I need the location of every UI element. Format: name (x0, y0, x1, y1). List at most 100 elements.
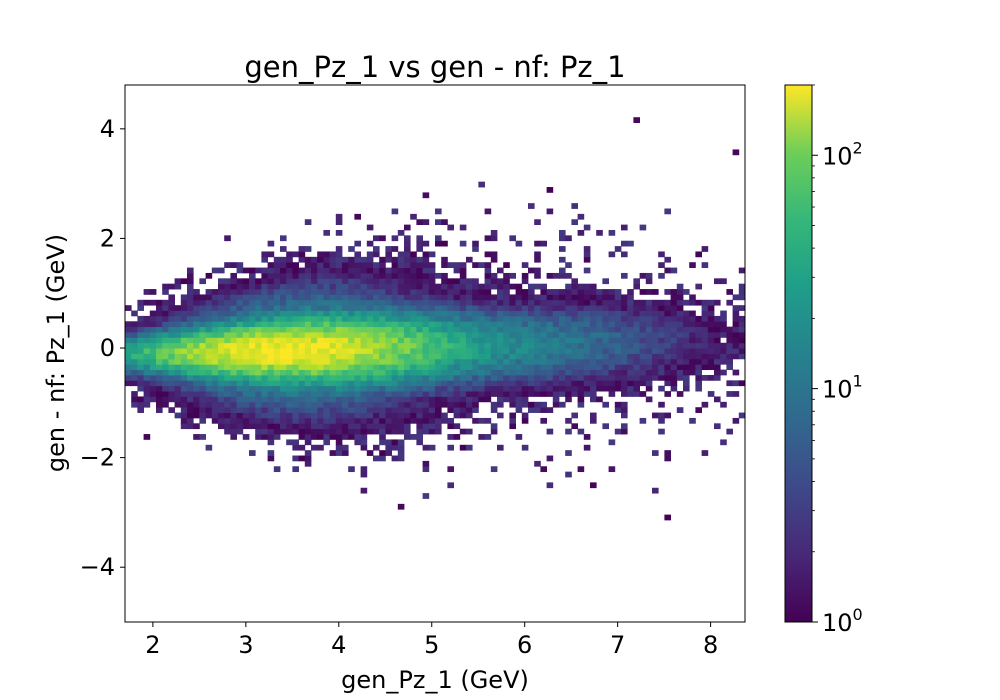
heatmap-cell (404, 305, 411, 311)
heatmap-cell (552, 385, 560, 392)
heatmap-cell (466, 256, 473, 263)
heatmap-cell (664, 326, 671, 333)
heatmap-cell (335, 412, 343, 419)
heatmap-cell (261, 326, 268, 333)
heatmap-cell (379, 353, 386, 360)
heatmap-cell (416, 262, 423, 268)
heatmap-cell (577, 229, 585, 236)
heatmap-cell (391, 332, 399, 338)
heatmap-cell (304, 272, 312, 279)
heatmap-cell (658, 364, 665, 371)
heatmap-cell (484, 315, 492, 322)
heatmap-cell (726, 348, 733, 354)
heatmap-cell (559, 380, 566, 387)
heatmap-cell (428, 444, 436, 451)
heatmap-cell (379, 450, 386, 456)
heatmap-cell (323, 289, 330, 295)
heatmap-cell (416, 434, 423, 440)
heatmap-cell (391, 235, 399, 242)
heatmap-cell (236, 423, 244, 430)
heatmap-cell (298, 369, 306, 376)
heatmap-cell (639, 337, 647, 344)
heatmap-cell (466, 278, 473, 285)
heatmap-cell (521, 380, 529, 387)
heatmap-cell (472, 283, 479, 290)
heatmap-cell (385, 299, 392, 306)
heatmap-cell (484, 326, 492, 333)
heatmap-cell (280, 294, 287, 301)
heatmap-cell (633, 391, 640, 397)
heatmap-cell (639, 342, 647, 349)
heatmap-cell (540, 401, 547, 408)
heatmap-cell (639, 315, 647, 322)
heatmap-cell (373, 315, 380, 322)
heatmap-cell (373, 321, 380, 328)
heatmap-cell (205, 326, 213, 333)
heatmap-cell (577, 294, 585, 301)
heatmap-cell (490, 332, 498, 338)
heatmap-cell (614, 299, 622, 306)
heatmap-cell (701, 337, 709, 344)
heatmap-cell (441, 326, 448, 333)
heatmap-cell (360, 487, 368, 494)
heatmap-cell (373, 289, 380, 295)
heatmap-cell (559, 342, 566, 349)
heatmap-cell (528, 310, 535, 317)
heatmap-cell (342, 305, 349, 311)
heatmap-cell (329, 267, 337, 274)
heatmap-cell (577, 321, 585, 328)
heatmap-cell (664, 299, 671, 306)
heatmap-cell (199, 364, 206, 371)
heatmap-cell (590, 326, 597, 333)
heatmap-cell (639, 310, 647, 317)
heatmap-cell (652, 326, 659, 333)
heatmap-cell (447, 482, 454, 489)
heatmap-cell (373, 305, 380, 311)
heatmap-cell (528, 374, 535, 381)
heatmap-cell (366, 364, 374, 371)
heatmap-cell (608, 289, 616, 295)
heatmap-cell (286, 439, 293, 446)
heatmap-cell (515, 337, 523, 344)
heatmap-cell (366, 374, 374, 381)
heatmap-cell (658, 348, 665, 354)
heatmap-cell (255, 332, 262, 338)
heatmap-cell (621, 315, 628, 322)
heatmap-cell (528, 407, 535, 413)
heatmap-cell (335, 262, 343, 268)
heatmap-cell (614, 326, 622, 333)
heatmap-cell (335, 423, 343, 430)
heatmap-cell (726, 364, 733, 371)
heatmap-cell (466, 369, 473, 376)
heatmap-cell (267, 439, 275, 446)
heatmap-cell (670, 326, 678, 333)
heatmap-cell (131, 321, 138, 328)
heatmap-cell (404, 289, 411, 295)
heatmap-cell (404, 353, 411, 360)
heatmap-cell (453, 358, 461, 365)
heatmap-cell (658, 326, 665, 333)
heatmap-cell (627, 337, 634, 344)
heatmap-cell (397, 348, 405, 354)
heatmap-cell (397, 417, 405, 424)
heatmap-cell (627, 299, 634, 306)
heatmap-cell (590, 380, 597, 387)
heatmap-cell (180, 294, 188, 301)
heatmap-cell (373, 391, 380, 397)
heatmap-cell (459, 391, 467, 397)
heatmap-cell (267, 434, 275, 440)
heatmap-cell (255, 428, 262, 435)
heatmap-cell (608, 326, 616, 333)
heatmap-cell (670, 380, 678, 387)
heatmap-cell (441, 305, 448, 311)
heatmap-cell (335, 315, 343, 322)
heatmap-cell (614, 364, 622, 371)
heatmap-cell (410, 407, 417, 413)
heatmap-cell (633, 348, 640, 354)
heatmap-cell (298, 283, 306, 290)
heatmap-cell (292, 272, 299, 279)
heatmap-cell (342, 289, 349, 295)
heatmap-cell (304, 337, 312, 344)
heatmap-cell (571, 283, 578, 290)
heatmap-cell (397, 326, 405, 333)
